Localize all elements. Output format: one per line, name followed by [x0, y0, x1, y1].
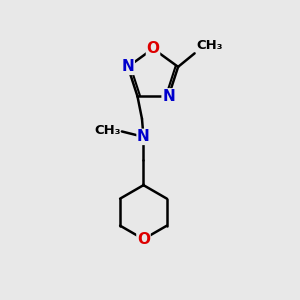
Text: O: O — [137, 232, 150, 247]
Text: N: N — [162, 89, 175, 104]
Text: N: N — [122, 59, 134, 74]
Text: N: N — [137, 129, 150, 144]
Text: O: O — [146, 41, 160, 56]
Text: CH₃: CH₃ — [94, 124, 120, 137]
Text: CH₃: CH₃ — [196, 39, 223, 52]
